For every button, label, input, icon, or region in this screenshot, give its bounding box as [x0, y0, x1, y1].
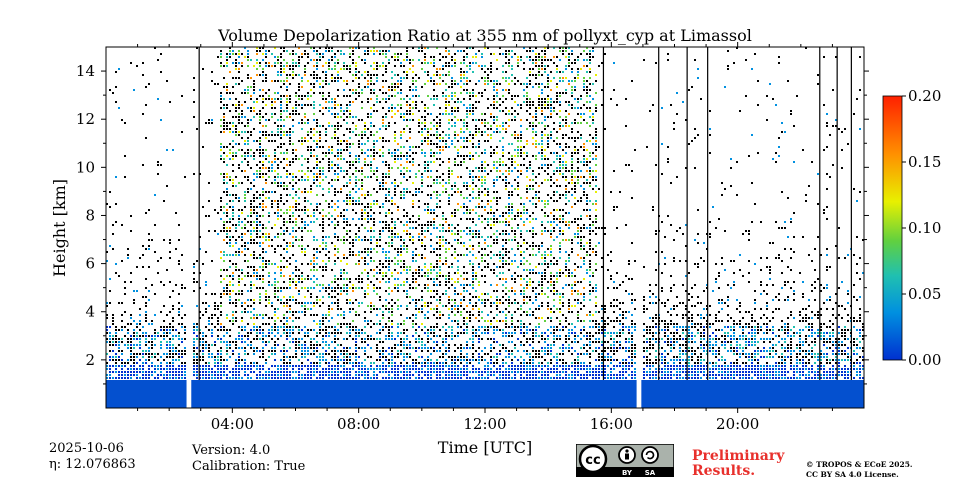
- y-tick-label: 2: [85, 351, 95, 369]
- copyright-line-1: © TROPOS & ECoE 2025.: [806, 460, 913, 469]
- chart-title: Volume Depolarization Ratio at 355 nm of…: [217, 26, 752, 45]
- version-label: Version: 4.0: [192, 443, 271, 458]
- x-tick-label: 12:00: [463, 415, 506, 433]
- sa-label: SA: [645, 469, 656, 477]
- share-alike-icon: [641, 446, 659, 464]
- colorbar-tick-label: 0.15: [908, 153, 941, 171]
- calibration-label: Calibration: True: [192, 459, 306, 474]
- colorbar-ticks: 0.00 0.05 0.10 0.15 0.20: [902, 87, 941, 369]
- y-tick-label: 8: [85, 206, 95, 224]
- x-tick-label: 16:00: [590, 415, 633, 433]
- eta-label: η: 12.076863: [49, 457, 136, 472]
- instrument-lines: [198, 47, 852, 380]
- plot-area: [105, 46, 865, 409]
- colorbar-tick-label: 0.05: [908, 285, 941, 303]
- data-gap: [186, 47, 192, 408]
- colorbar-gradient: [882, 95, 903, 361]
- copyright-notice: © TROPOS & ECoE 2025. CC BY SA 4.0 Licen…: [806, 460, 913, 480]
- colorbar-tick-label: 0.20: [908, 87, 941, 105]
- y-tick-label: 14: [76, 62, 95, 80]
- colorbar: 0.00 0.05 0.10 0.15 0.20: [882, 87, 941, 369]
- x-axis-label: Time [UTC]: [438, 438, 532, 457]
- x-tick-label: 04:00: [211, 415, 254, 433]
- y-tick-label: 6: [85, 255, 95, 273]
- y-axis: 2 4 6 8 10 12 14: [76, 62, 869, 385]
- data-gaps: [186, 47, 642, 408]
- copyright-line-2: CC BY SA 4.0 License.: [806, 470, 899, 479]
- date-label: 2025-10-06: [49, 441, 124, 456]
- by-label: BY: [622, 469, 633, 477]
- surface-band: [106, 380, 864, 408]
- cc-license-badge: cc BY SA: [576, 444, 674, 477]
- depol-heatmap: [106, 47, 864, 379]
- data-gap: [636, 47, 642, 408]
- preliminary-line-1: Preliminary: [692, 448, 785, 464]
- preliminary-line-2: Results.: [692, 463, 756, 479]
- x-axis: 04:00 08:00 12:00 16:00 20:00: [137, 42, 833, 433]
- cc-logo-icon: [578, 444, 608, 474]
- x-tick-label: 08:00: [337, 415, 380, 433]
- y-tick-label: 12: [76, 110, 95, 128]
- y-tick-label: 10: [76, 158, 95, 176]
- x-tick-label: 20:00: [716, 415, 759, 433]
- colorbar-tick-label: 0.00: [908, 351, 941, 369]
- footer-mid: Version: 4.0 Calibration: True: [192, 443, 305, 475]
- y-axis-label: Height [km]: [50, 179, 69, 277]
- y-tick-label: 4: [85, 303, 95, 321]
- preliminary-notice: Preliminary Results.: [692, 449, 784, 479]
- footer-left: 2025-10-06 η: 12.076863: [49, 441, 136, 473]
- colorbar-tick-label: 0.10: [908, 219, 941, 237]
